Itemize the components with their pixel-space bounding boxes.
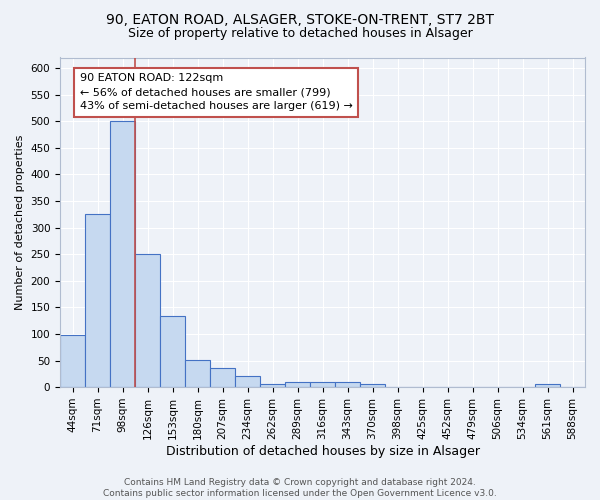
Bar (60, 335, 85, 387)
Bar (210, 368, 235, 387)
Bar (360, 384, 385, 387)
Bar (235, 376, 260, 387)
Bar (185, 360, 210, 387)
Bar (335, 382, 360, 387)
Bar (535, 384, 560, 387)
Text: 90, EATON ROAD, ALSAGER, STOKE-ON-TRENT, ST7 2BT: 90, EATON ROAD, ALSAGER, STOKE-ON-TRENT,… (106, 12, 494, 26)
Y-axis label: Number of detached properties: Number of detached properties (15, 134, 25, 310)
Bar (285, 382, 310, 387)
Text: Size of property relative to detached houses in Alsager: Size of property relative to detached ho… (128, 28, 472, 40)
Bar (110, 122, 135, 387)
Text: Contains HM Land Registry data © Crown copyright and database right 2024.
Contai: Contains HM Land Registry data © Crown c… (103, 478, 497, 498)
Bar (310, 382, 335, 387)
Text: 90 EATON ROAD: 122sqm
← 56% of detached houses are smaller (799)
43% of semi-det: 90 EATON ROAD: 122sqm ← 56% of detached … (80, 74, 353, 112)
Bar (260, 384, 285, 387)
Bar (85, 214, 110, 387)
Bar (135, 254, 160, 387)
Bar (160, 316, 185, 387)
X-axis label: Distribution of detached houses by size in Alsager: Distribution of detached houses by size … (166, 444, 479, 458)
